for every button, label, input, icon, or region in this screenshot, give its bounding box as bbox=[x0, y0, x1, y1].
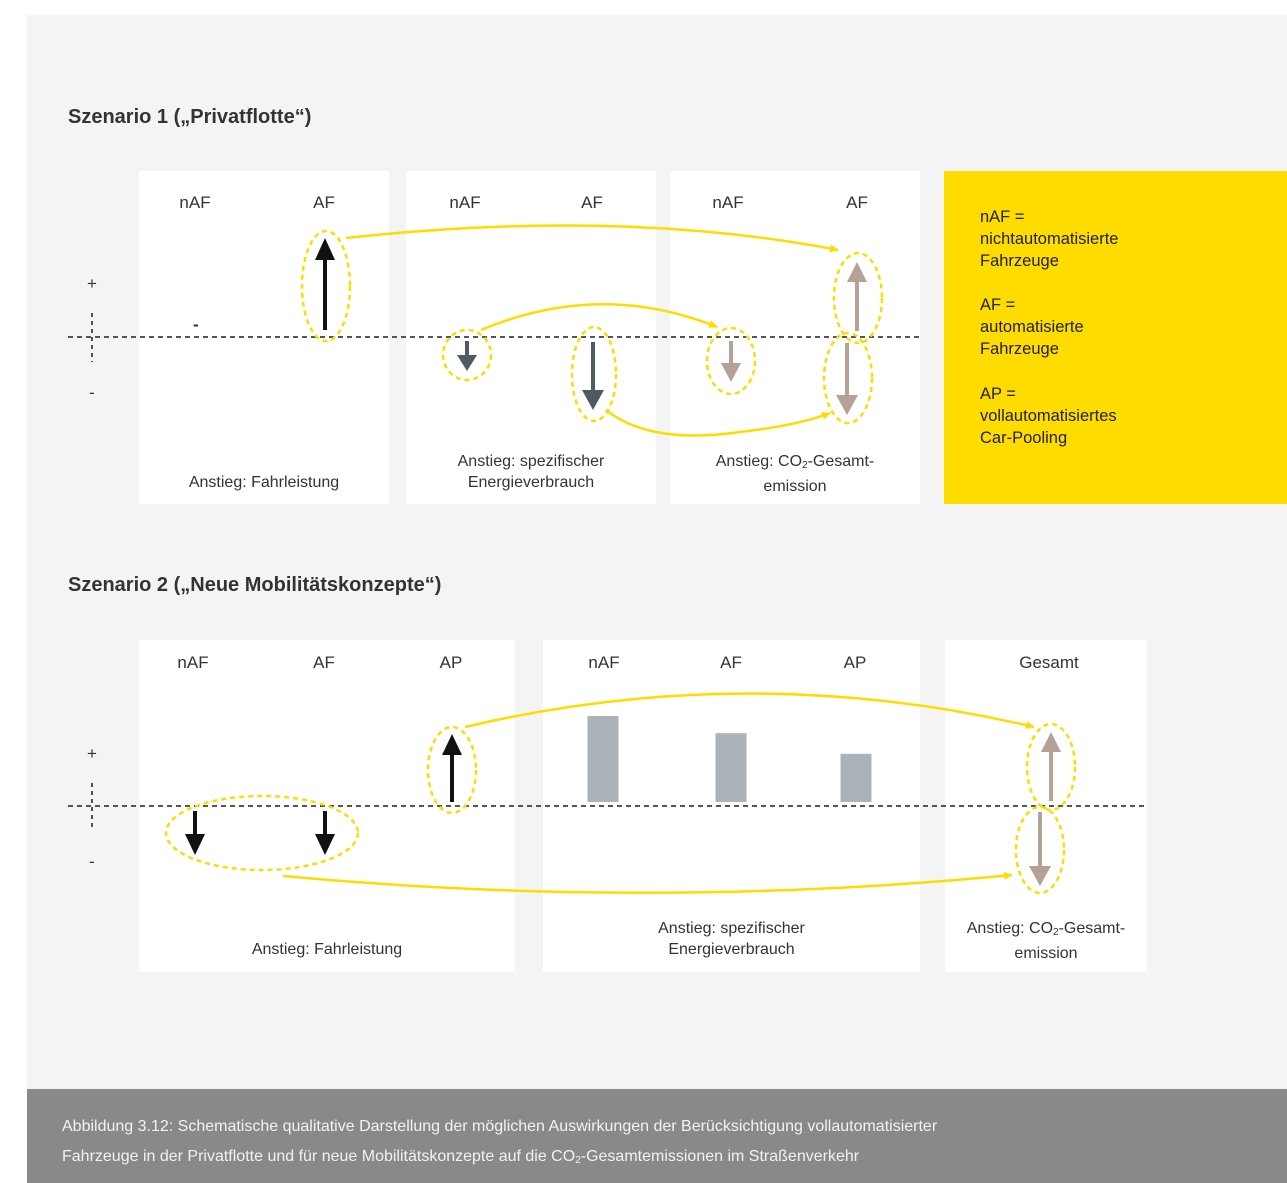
s1-af-energy-highlight bbox=[570, 325, 618, 423]
s2-p1-label: Anstieg: Fahrleistung bbox=[251, 941, 403, 958]
s2-axis-plus: + bbox=[87, 744, 97, 763]
s1-af-down-arrow bbox=[582, 342, 604, 410]
legend-ap: AP = vollautomatisiertes Car-Pooling bbox=[980, 385, 1117, 447]
s1-naf-energy-highlight bbox=[441, 328, 493, 382]
s2-p1-col-ap: AP bbox=[439, 653, 463, 672]
caption-line-2: Fahrzeuge in der Privatflotte und für ne… bbox=[62, 1148, 860, 1166]
s2-energy-bars bbox=[587, 716, 872, 802]
figure-caption: Abbildung 3.12: Schematische qualitative… bbox=[27, 1089, 1287, 1183]
s2-co2-up-highlight bbox=[1025, 722, 1077, 812]
s2-af-down-arrow bbox=[315, 811, 335, 855]
s1-co2-naf-highlight bbox=[705, 326, 757, 396]
s2-panel-fahrleistung bbox=[139, 640, 515, 972]
s1-connector-fahrleistung bbox=[345, 224, 839, 253]
s1-p1-label: Anstieg: Fahrleistung bbox=[188, 474, 340, 491]
s2-axis-minus: - bbox=[89, 852, 95, 871]
energy-bar-naf bbox=[587, 716, 619, 802]
s2-co2-down-arrow bbox=[1029, 812, 1051, 886]
s2-connector-ap bbox=[464, 692, 1035, 730]
s2-ap-highlight bbox=[426, 725, 478, 815]
s1-axis-plus: + bbox=[87, 274, 97, 293]
s1-connector-af-energy bbox=[605, 409, 831, 437]
s1-p2-label: Anstieg: spezifischer Energieverbrauch bbox=[457, 453, 605, 491]
s1-p1-col-naf: nAF bbox=[179, 193, 211, 212]
energy-bar-af bbox=[715, 733, 747, 802]
s2-p2-label: Anstieg: spezifischer Energieverbrauch bbox=[658, 920, 805, 958]
caption-line-1: Abbildung 3.12: Schematische qualitative… bbox=[62, 1118, 938, 1135]
s1-af-up-arrow bbox=[315, 238, 335, 330]
s1-p2-col-af: AF bbox=[581, 193, 603, 212]
s1-axis-minus: - bbox=[89, 383, 95, 402]
s1-p3-col-af: AF bbox=[846, 193, 868, 212]
s1-p1-col-af: AF bbox=[313, 193, 335, 212]
s1-co2-af-up-arrow bbox=[847, 262, 867, 331]
s2-p3-col-gesamt: Gesamt bbox=[1019, 653, 1079, 672]
s1-co2-af-down-arrow bbox=[836, 343, 858, 415]
s2-panel-energieverbrauch bbox=[543, 640, 920, 972]
s2-p2-col-naf: nAF bbox=[588, 653, 620, 672]
s2-ap-up-arrow bbox=[442, 734, 462, 802]
s2-p1-col-af: AF bbox=[313, 653, 335, 672]
s1-co2-naf-down-arrow bbox=[721, 341, 741, 382]
s2-p1-col-naf: nAF bbox=[177, 653, 209, 672]
s2-fahrleistung-highlight bbox=[164, 794, 360, 872]
s1-p3-col-naf: nAF bbox=[712, 193, 744, 212]
s2-co2-down-highlight bbox=[1014, 805, 1066, 895]
s2-connector-fahrleistung bbox=[282, 871, 1013, 894]
scenario-2-title: Szenario 2 („Neue Mobilitätskonzepte“) bbox=[68, 574, 442, 596]
s1-connector-naf-energy bbox=[480, 303, 718, 332]
s2-co2-up-arrow bbox=[1041, 732, 1061, 801]
scenario-1-title: Szenario 1 („Privatflotte“) bbox=[68, 106, 312, 128]
s2-p3-label: Anstieg: CO2-Gesamt- emission bbox=[966, 920, 1126, 962]
s1-p3-label: Anstieg: CO2-Gesamt- emission bbox=[715, 453, 875, 495]
energy-bar-ap bbox=[840, 753, 872, 802]
legend-naf: nAF = nichtautomatisierte Fahrzeuge bbox=[980, 208, 1119, 270]
s1-p2-col-naf: nAF bbox=[449, 193, 481, 212]
s1-naf-down-arrow bbox=[457, 341, 477, 371]
s1-co2-af-down-highlight bbox=[822, 331, 874, 425]
legend-af: AF = automatisierte Fahrzeuge bbox=[980, 296, 1084, 358]
s1-af-highlight bbox=[300, 229, 352, 343]
s1-co2-af-up-highlight bbox=[832, 251, 884, 345]
s2-naf-down-arrow bbox=[185, 811, 205, 855]
s1-naf-no-change-mark: - bbox=[193, 315, 199, 334]
s2-p2-col-af: AF bbox=[720, 653, 742, 672]
legend-box: nAF = nichtautomatisierte Fahrzeuge AF = au… bbox=[944, 171, 1287, 504]
s2-p2-col-ap: AP bbox=[843, 653, 867, 672]
